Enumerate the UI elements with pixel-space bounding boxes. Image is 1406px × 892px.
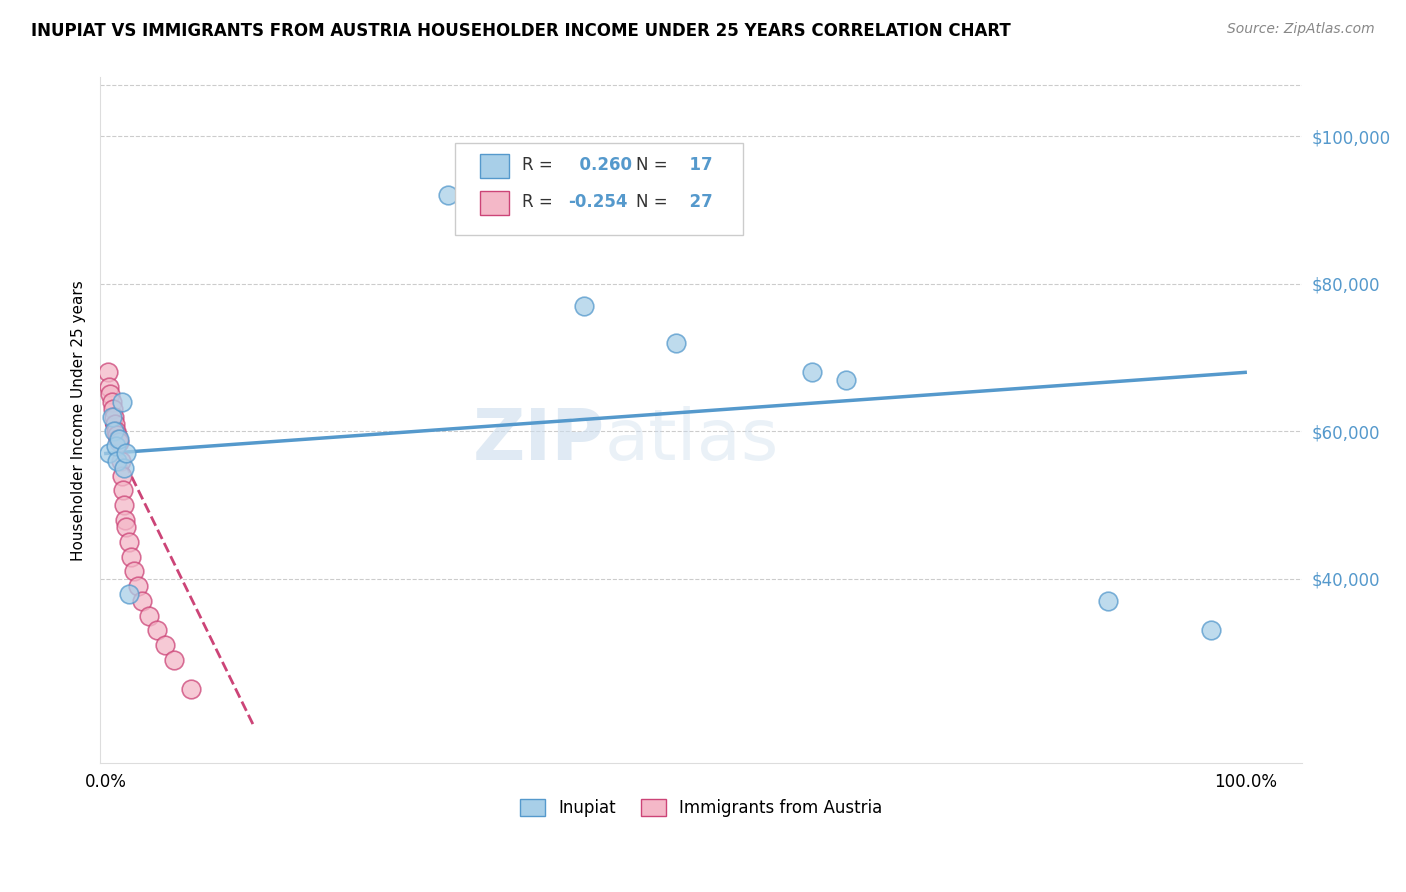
Text: N =: N = xyxy=(637,156,668,174)
Point xyxy=(835,373,858,387)
Text: ZIP: ZIP xyxy=(472,407,605,475)
Text: -0.254: -0.254 xyxy=(568,194,627,211)
Text: 17: 17 xyxy=(678,156,713,174)
Point xyxy=(124,565,146,579)
Point xyxy=(801,365,824,379)
Point xyxy=(114,513,136,527)
Y-axis label: Householder Income Under 25 years: Householder Income Under 25 years xyxy=(72,280,86,561)
Point xyxy=(153,638,176,652)
Point xyxy=(110,454,132,468)
Point xyxy=(180,682,202,697)
Point xyxy=(138,608,160,623)
Point xyxy=(146,624,169,638)
Text: R =: R = xyxy=(522,156,553,174)
Point xyxy=(127,579,149,593)
Legend: Inupiat, Immigrants from Austria: Inupiat, Immigrants from Austria xyxy=(513,792,889,823)
Point xyxy=(105,439,128,453)
Point xyxy=(112,461,135,475)
Point xyxy=(105,428,128,442)
Point xyxy=(111,483,134,498)
Point xyxy=(98,446,121,460)
Point xyxy=(108,432,131,446)
Point xyxy=(103,425,125,439)
Point xyxy=(111,468,134,483)
Point xyxy=(1097,594,1119,608)
Point xyxy=(115,446,138,460)
Point xyxy=(100,409,122,424)
Point xyxy=(1199,624,1222,638)
Point xyxy=(105,425,128,439)
Point xyxy=(111,395,134,409)
FancyBboxPatch shape xyxy=(454,143,744,235)
Point xyxy=(104,417,127,431)
Point xyxy=(112,498,135,512)
Point xyxy=(107,432,129,446)
Point xyxy=(117,586,139,600)
Text: N =: N = xyxy=(637,194,668,211)
Text: INUPIAT VS IMMIGRANTS FROM AUSTRIA HOUSEHOLDER INCOME UNDER 25 YEARS CORRELATION: INUPIAT VS IMMIGRANTS FROM AUSTRIA HOUSE… xyxy=(31,22,1011,40)
Text: 27: 27 xyxy=(678,194,713,211)
FancyBboxPatch shape xyxy=(479,153,509,178)
Point xyxy=(436,188,458,202)
Point xyxy=(131,594,153,608)
Point xyxy=(115,520,138,534)
FancyBboxPatch shape xyxy=(479,191,509,215)
Text: Source: ZipAtlas.com: Source: ZipAtlas.com xyxy=(1227,22,1375,37)
Point xyxy=(117,535,139,549)
Point xyxy=(108,435,131,450)
Point xyxy=(103,409,125,424)
Point xyxy=(97,365,120,379)
Point xyxy=(100,395,122,409)
Text: R =: R = xyxy=(522,194,553,211)
Point xyxy=(574,299,596,313)
Point xyxy=(163,653,186,667)
Text: atlas: atlas xyxy=(605,407,779,475)
Point xyxy=(98,380,121,394)
Point xyxy=(664,335,686,350)
Text: 0.260: 0.260 xyxy=(568,156,631,174)
Point xyxy=(101,402,124,417)
Point xyxy=(100,387,122,401)
Point xyxy=(120,549,142,564)
Point xyxy=(105,454,128,468)
